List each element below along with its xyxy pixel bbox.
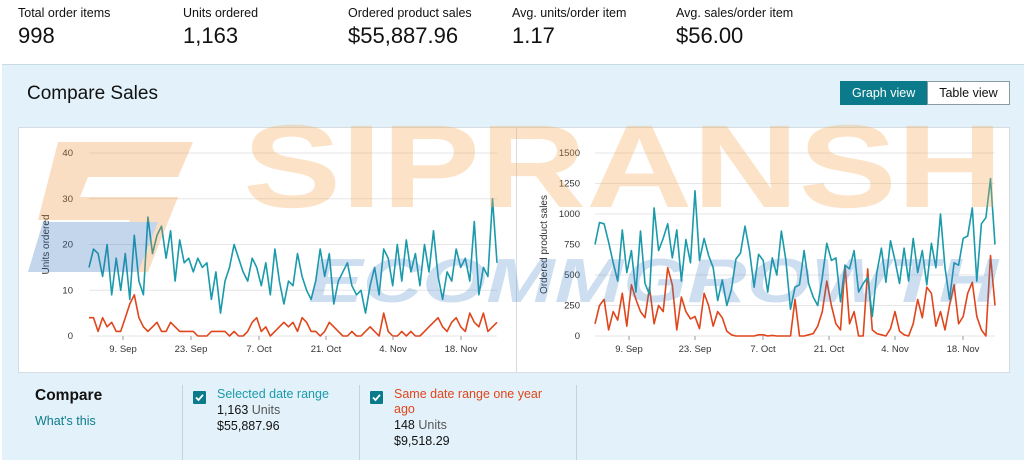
previous-range-sales: $9,518.29 xyxy=(394,434,450,448)
units-ordered-chart: 0 10 20 30 40 Units ordered 9. Sep 23. Sep 7. Oc… xyxy=(41,148,498,355)
y-tick-label: 0 xyxy=(68,331,73,342)
units-word: Units xyxy=(251,403,281,417)
y-tick-label: 0 xyxy=(575,331,580,342)
selected-range-label: Selected date range xyxy=(217,387,329,401)
units-value: 148 xyxy=(394,418,415,432)
compare-sales-panel: Compare Sales Graph view Table view 0 10 2… xyxy=(2,64,1024,460)
y-tick-label: 40 xyxy=(62,148,73,159)
y-tick-label: 1250 xyxy=(559,179,580,190)
x-tick-label: 21. Oct xyxy=(311,344,342,355)
series-line-selected-range xyxy=(594,177,996,318)
x-tick-label: 4. Nov xyxy=(881,344,909,355)
metric-label: Units ordered xyxy=(183,6,259,20)
series-line-same-range-last-year xyxy=(89,294,498,337)
previous-range-legend: Same date range one year ago 148 Units $… xyxy=(359,385,577,460)
metric-label: Avg. units/order item xyxy=(512,6,627,20)
y-axis-title: Units ordered xyxy=(41,214,52,274)
compare-heading: Compare xyxy=(35,387,103,404)
previous-range-label: Same date range one year ago xyxy=(394,387,543,416)
metric-total-order-items: Total order items 998 xyxy=(18,6,110,49)
ordered-product-sales-chart: 0 250 500 750 1000 1250 1500 Ordered product sa… xyxy=(539,148,996,355)
selected-range-legend: Selected date range 1,163 Units $55,887.… xyxy=(182,385,360,460)
metric-units-ordered: Units ordered 1,163 xyxy=(183,6,258,49)
units-word: Units xyxy=(418,418,447,432)
panel-title: Compare Sales xyxy=(27,83,158,104)
x-tick-label: 23. Sep xyxy=(679,344,712,355)
x-tick-label: 9. Sep xyxy=(615,344,642,355)
compare-legend-heading: Compare What's this xyxy=(35,387,102,428)
check-icon xyxy=(195,394,204,402)
units-value: 1,163 xyxy=(217,403,249,417)
metrics-bar: Total order items 998 Units ordered 1,16… xyxy=(0,0,1024,58)
chart-divider xyxy=(516,128,517,372)
x-tick-label: 18. Nov xyxy=(947,344,980,355)
check-icon xyxy=(372,394,381,402)
y-tick-label: 10 xyxy=(62,285,73,296)
metric-value: $56.00 xyxy=(676,23,744,48)
y-axis-title: Ordered product sales xyxy=(539,195,550,294)
y-tick-label: 500 xyxy=(564,270,580,281)
metric-value: 998 xyxy=(18,23,55,48)
charts-container: 0 10 20 30 40 Units ordered 9. Sep 23. Sep 7. Oc… xyxy=(18,127,1010,373)
view-toggle: Graph view Table view xyxy=(840,81,1010,105)
selected-range-units: 1,163 Units xyxy=(217,402,357,418)
y-tick-label: 250 xyxy=(564,301,580,312)
x-tick-label: 7. Oct xyxy=(246,344,272,355)
y-tick-label: 30 xyxy=(62,194,73,205)
y-tick-label: 1500 xyxy=(559,148,580,159)
selected-range-text: Selected date range 1,163 Units $55,887.… xyxy=(217,387,357,434)
metric-label: Ordered product sales xyxy=(348,6,472,20)
series-line-selected-range xyxy=(88,198,498,314)
selected-range-checkbox[interactable] xyxy=(193,391,206,404)
previous-range-units: 148 Units xyxy=(394,417,544,433)
x-tick-label: 21. Oct xyxy=(814,344,845,355)
y-tick-label: 1000 xyxy=(559,209,580,220)
previous-range-text: Same date range one year ago 148 Units $… xyxy=(394,387,544,449)
series-line-same-range-last-year xyxy=(594,254,996,337)
x-tick-label: 23. Sep xyxy=(175,344,208,355)
x-tick-label: 4. Nov xyxy=(379,344,407,355)
metric-avg-units-per-order-item: Avg. units/order item 1.17 xyxy=(512,6,626,49)
graph-view-button[interactable]: Graph view xyxy=(840,81,928,105)
y-tick-label: 750 xyxy=(564,240,580,251)
metric-value: 1,163 xyxy=(183,23,239,48)
metric-value: $55,887.96 xyxy=(348,23,459,48)
metric-avg-sales-per-order-item: Avg. sales/order item $56.00 xyxy=(676,6,793,49)
whats-this-link[interactable]: What's this xyxy=(35,414,96,428)
metric-value: 1.17 xyxy=(512,23,555,48)
previous-range-checkbox[interactable] xyxy=(370,391,383,404)
selected-range-sales: $55,887.96 xyxy=(217,419,280,433)
x-tick-label: 9. Sep xyxy=(109,344,136,355)
metric-ordered-product-sales: Ordered product sales $55,887.96 xyxy=(348,6,472,49)
y-tick-label: 20 xyxy=(62,240,73,251)
x-tick-label: 7. Oct xyxy=(750,344,776,355)
metric-label: Total order items xyxy=(18,6,111,20)
table-view-button[interactable]: Table view xyxy=(927,81,1010,105)
metric-label: Avg. sales/order item xyxy=(676,6,794,20)
x-tick-label: 18. Nov xyxy=(445,344,478,355)
